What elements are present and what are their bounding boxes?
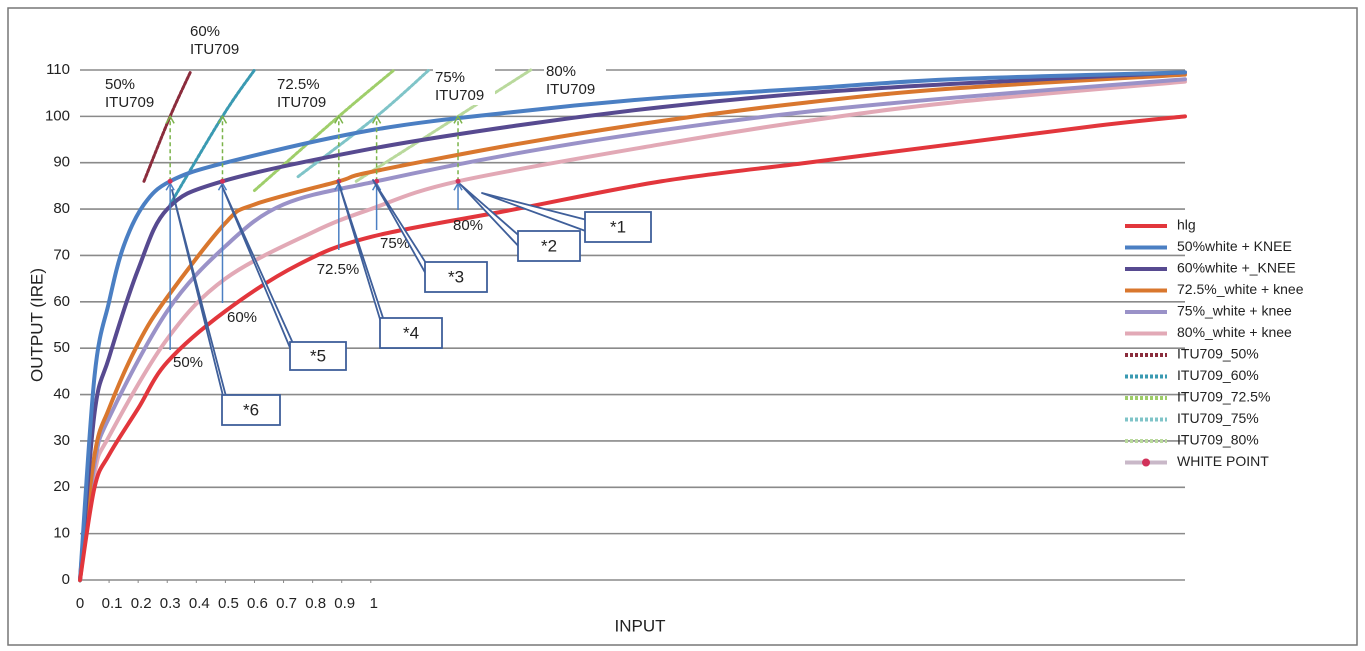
itu-label: 75% bbox=[435, 69, 465, 86]
callout-box bbox=[424, 261, 488, 293]
x-tick-label: 0.2 bbox=[131, 595, 152, 612]
itu-label: ITU709 bbox=[105, 94, 154, 111]
y-tick-label: 20 bbox=[53, 478, 70, 495]
callout-pointer bbox=[459, 183, 525, 253]
x-tick-label: 0.1 bbox=[102, 595, 123, 612]
legend-label: 80%_white + knee bbox=[1177, 324, 1292, 340]
x-tick-label: 0.4 bbox=[189, 595, 210, 612]
callout-label: *4 bbox=[403, 323, 419, 342]
point-label: 72.5% bbox=[317, 261, 360, 278]
callout-label: *6 bbox=[243, 400, 259, 419]
arrow-head bbox=[334, 114, 344, 124]
callout-label: *2 bbox=[541, 236, 557, 255]
label-bg bbox=[188, 23, 250, 41]
x-tick-label: 0.6 bbox=[247, 595, 268, 612]
itu-label: 60% bbox=[190, 23, 220, 40]
callout-label: *3 bbox=[448, 267, 464, 286]
label-bg bbox=[433, 87, 495, 105]
callout-box bbox=[379, 317, 443, 349]
label-bg bbox=[433, 69, 495, 87]
x-tick-label: 0.9 bbox=[334, 595, 355, 612]
x-tick-label: 0.3 bbox=[160, 595, 181, 612]
series-line bbox=[78, 114, 1187, 582]
arrow-head bbox=[165, 114, 175, 124]
x-tick-label: 0.7 bbox=[276, 595, 297, 612]
y-tick-label: 10 bbox=[53, 525, 70, 542]
point-label: 80% bbox=[453, 217, 483, 234]
x-tick-label: 0.8 bbox=[305, 595, 326, 612]
callout-box bbox=[584, 211, 652, 243]
legend-label: ITU709_50% bbox=[1177, 346, 1259, 362]
label-bg bbox=[275, 76, 337, 94]
point-label: 50% bbox=[173, 354, 203, 371]
callout-label: *1 bbox=[610, 217, 626, 236]
series-line bbox=[78, 70, 1187, 582]
callout-box bbox=[289, 341, 347, 371]
y-axis-label: OUTPUT (IRE) bbox=[27, 268, 46, 382]
callout-label: *5 bbox=[310, 346, 326, 365]
itu-label: ITU709 bbox=[190, 41, 239, 58]
callout-pointer bbox=[337, 180, 387, 340]
legend-label: ITU709_72.5% bbox=[1177, 389, 1270, 405]
label-bg bbox=[544, 81, 606, 99]
y-tick-label: 90 bbox=[53, 154, 70, 171]
y-tick-label: 50 bbox=[53, 339, 70, 356]
series-line bbox=[78, 72, 1187, 582]
legend-label: 50%white + KNEE bbox=[1177, 238, 1292, 254]
callout-pointer bbox=[372, 179, 432, 284]
itu-label: ITU709 bbox=[277, 94, 326, 111]
y-tick-label: 100 bbox=[45, 107, 70, 124]
arrow-head bbox=[453, 114, 463, 124]
label-bg bbox=[275, 94, 337, 112]
x-tick-label: 1 bbox=[370, 595, 378, 612]
legend-label: ITU709_75% bbox=[1177, 410, 1259, 426]
itu-label: 80% bbox=[546, 63, 576, 80]
itu-label: 50% bbox=[105, 76, 135, 93]
label-bg bbox=[544, 63, 606, 81]
series-line bbox=[78, 77, 1187, 582]
y-tick-label: 110 bbox=[46, 61, 70, 78]
white-point bbox=[219, 178, 225, 184]
arrow-head bbox=[371, 114, 382, 124]
callout-box bbox=[221, 394, 281, 426]
white-point bbox=[167, 178, 173, 184]
white-point bbox=[455, 178, 461, 184]
point-label: 60% bbox=[227, 309, 257, 326]
y-tick-label: 70 bbox=[53, 246, 70, 263]
legend-label: ITU709_80% bbox=[1177, 432, 1259, 448]
legend-label: WHITE POINT bbox=[1177, 453, 1269, 469]
y-tick-label: 40 bbox=[53, 386, 70, 403]
legend-label: hlg bbox=[1177, 217, 1196, 233]
legend-marker bbox=[1142, 458, 1150, 467]
point-label: 75% bbox=[380, 235, 410, 252]
y-tick-label: 60 bbox=[53, 293, 70, 310]
itu-label: ITU709 bbox=[435, 87, 484, 104]
itu-label: 72.5% bbox=[277, 76, 320, 93]
x-axis-label: INPUT bbox=[615, 616, 666, 635]
x-tick-label: 0 bbox=[76, 595, 84, 612]
legend-label: 75%_white + knee bbox=[1177, 303, 1292, 319]
callout-box bbox=[517, 230, 581, 262]
legend-label: 60%white +_KNEE bbox=[1177, 260, 1296, 276]
frame bbox=[7, 7, 1358, 646]
y-tick-label: 80 bbox=[53, 200, 70, 217]
label-bg bbox=[103, 94, 165, 112]
itu-label: ITU709 bbox=[546, 81, 595, 98]
y-tick-label: 0 bbox=[62, 571, 70, 588]
callout-pointer bbox=[221, 185, 297, 363]
x-tick-label: 0.5 bbox=[218, 595, 239, 612]
legend-label: ITU709_60% bbox=[1177, 367, 1259, 383]
y-tick-label: 30 bbox=[53, 432, 70, 449]
label-bg bbox=[188, 41, 250, 59]
legend-label: 72.5%_white + knee bbox=[1177, 281, 1304, 297]
arrow-head bbox=[217, 114, 228, 124]
series-line bbox=[78, 70, 1187, 582]
callout-pointer bbox=[171, 189, 229, 417]
label-bg bbox=[103, 76, 165, 94]
callout-pointer bbox=[481, 192, 592, 234]
